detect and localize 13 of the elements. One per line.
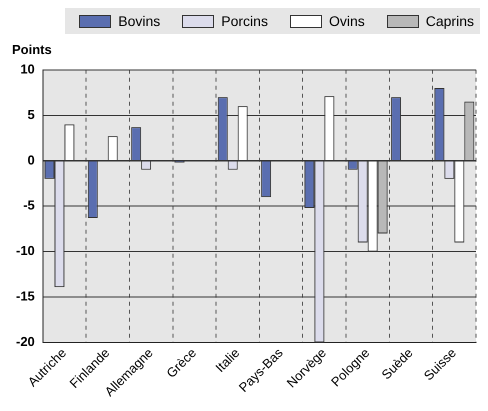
legend-label: Ovins [328, 13, 365, 29]
y-tick-label: 5 [28, 106, 35, 122]
y-tick-label: -20 [16, 334, 35, 350]
y-tick-label: -5 [23, 198, 35, 213]
y-tick-label: 0 [28, 152, 35, 168]
legend-label: Caprins [426, 13, 474, 29]
y-tick-label: -10 [16, 243, 35, 258]
y-tick-label: 10 [20, 61, 35, 76]
text: Porcins [221, 13, 268, 29]
y-axis-title: Points [12, 42, 52, 57]
y-tick-label: -15 [16, 288, 35, 304]
legend-label: Bovins [118, 13, 160, 29]
x-tick-label: Italie [212, 345, 242, 376]
